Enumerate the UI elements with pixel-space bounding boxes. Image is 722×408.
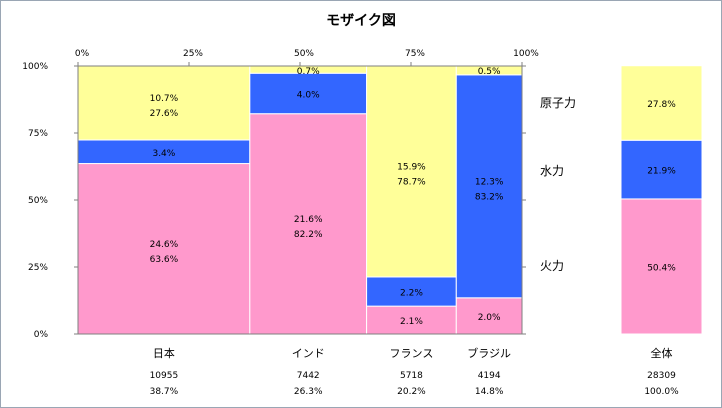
axes: 0% 25% 50% 75% 100% 0% 25% 50% 75% 100% [22,49,539,340]
category-footer: 日本 10955 38.7% インド 7442 26.3% フランス 5718 20.2% ブラジ… [150,346,680,397]
legend-entry: 火力 [540,259,564,273]
category-total: 4194 [478,371,501,381]
mosaic-segment [77,65,251,141]
segment-labels: 24.6% 63.6% 3.4% 10.7% 27.6% 21.6% 82.2% 4.0% 0.… [150,67,504,327]
segment-label: 63.6% [150,255,179,265]
segment-label: 83.2% [475,192,504,202]
mosaic-bars [77,65,523,335]
segment-label: 0.5% [478,67,501,77]
overall-share: 100.0% [644,387,679,397]
left-tick-label: 100% [22,62,48,72]
overall-segment-label: 21.9% [647,167,676,177]
segment-label: 3.4% [152,149,175,159]
segment-label: 0.7% [297,67,320,77]
overall-total: 28309 [647,371,676,381]
overall-segment [620,139,703,200]
segment-label: 24.6% [150,240,179,250]
category-total: 5718 [400,371,423,381]
top-tick-label: 0% [75,49,90,59]
segment-label: 82.2% [294,230,323,240]
segment-label: 78.7% [397,177,426,187]
segment-label: 15.9% [397,162,426,172]
category-share: 38.7% [150,387,179,397]
chart-title: モザイク図 [326,13,396,29]
left-tick-label: 75% [28,129,48,139]
mosaic-segment [455,297,523,335]
mosaic-segment [366,276,457,307]
overall-segment [620,198,703,335]
segment-label: 27.6% [150,109,179,119]
segment-label: 2.1% [400,317,423,327]
category-name: ブラジル [467,346,511,360]
category-total: 7442 [297,371,320,381]
top-tick-label: 50% [294,49,314,59]
category-name: フランス [390,347,434,360]
category-share: 26.3% [294,387,323,397]
segment-label: 4.0% [297,90,320,100]
category-name: 日本 [153,346,175,360]
segment-label: 2.0% [478,313,501,323]
segment-label: 21.6% [294,215,323,225]
category-name: インド [292,347,325,360]
mosaic-segment [249,72,368,115]
overall-segment [620,65,703,141]
left-tick-label: 50% [28,196,48,206]
overall-segment-label: 50.4% [647,263,676,273]
overall-name: 全体 [651,346,673,360]
mosaic-segment [77,163,251,335]
category-share: 14.8% [475,387,504,397]
top-tick-label: 100% [513,49,539,59]
segment-label: 12.3% [475,177,504,187]
legend-entry: 水力 [540,164,564,178]
top-tick-label: 25% [183,49,203,59]
mosaic-segment [249,113,368,335]
segment-label: 2.2% [400,289,423,299]
overall-bar: 50.4% 21.9% 27.8% [620,65,703,335]
category-share: 20.2% [397,387,426,397]
left-tick-label: 0% [34,330,49,340]
category-total: 10955 [150,371,179,381]
overall-segment-label: 27.8% [647,100,676,110]
left-tick-label: 25% [28,263,48,273]
top-tick-label: 75% [405,49,425,59]
legend-entry: 原子力 [540,96,576,110]
segment-label: 10.7% [150,94,179,104]
mosaic-segment [455,74,523,299]
